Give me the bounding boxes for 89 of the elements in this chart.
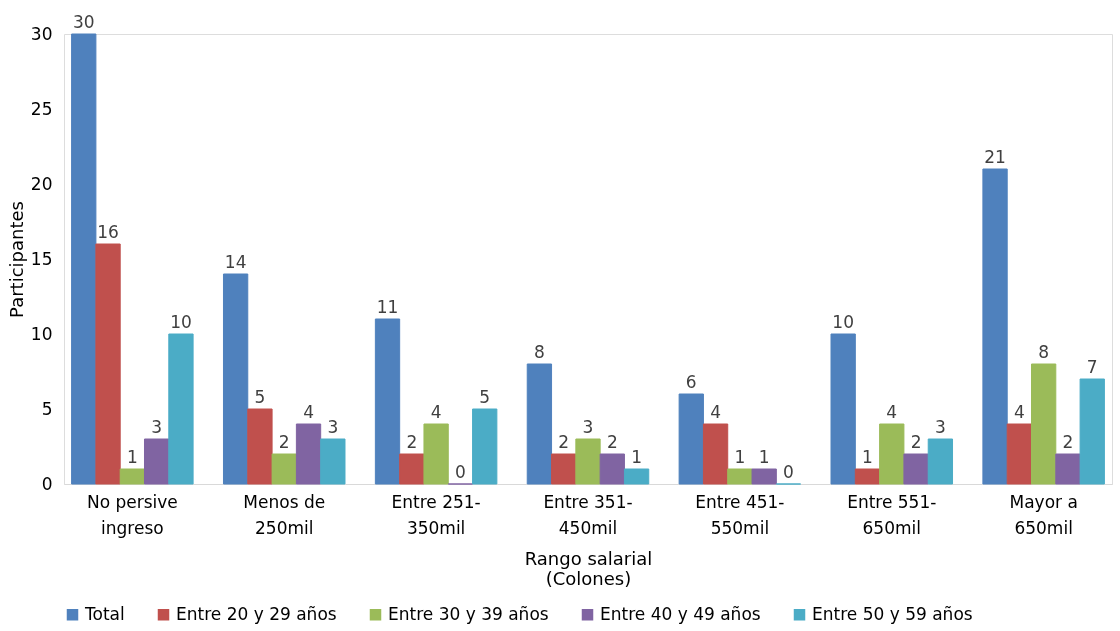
legend-label: Entre 20 y 29 años <box>176 603 337 624</box>
data-label: 1 <box>631 447 643 467</box>
y-tick-label: 20 <box>30 173 53 194</box>
bar <box>71 33 97 485</box>
data-label: 2 <box>1062 432 1074 452</box>
bar <box>1031 363 1057 485</box>
data-label: 21 <box>984 147 1006 167</box>
y-axis-title: Participantes <box>5 201 27 318</box>
bar <box>678 393 704 485</box>
bar <box>702 423 729 485</box>
bar <box>222 273 249 485</box>
data-label: 16 <box>97 222 119 242</box>
data-label: 8 <box>533 342 545 362</box>
x-tick-label: Menos de 250mil <box>243 491 326 538</box>
x-tick-label: Entre 251- 350mil <box>391 491 481 538</box>
x-tick-label: Mayor a 650mil <box>1009 491 1078 538</box>
bar <box>526 363 553 485</box>
data-label: 14 <box>224 252 247 272</box>
data-label: 4 <box>886 402 898 422</box>
bar <box>599 453 625 485</box>
data-label: 1 <box>862 447 873 467</box>
data-label: 1 <box>734 447 746 467</box>
data-label: 30 <box>72 12 95 32</box>
data-label: 4 <box>710 402 721 422</box>
y-tick-label: 0 <box>41 473 53 494</box>
data-label: 10 <box>170 312 192 332</box>
data-label: 11 <box>376 297 399 317</box>
x-tick-label: Entre 351- 450mil <box>543 491 633 538</box>
data-label: 2 <box>910 432 922 452</box>
data-label: 6 <box>685 372 697 392</box>
data-label: 5 <box>254 387 266 407</box>
legend-label: Total <box>84 603 125 624</box>
bar <box>727 468 753 485</box>
data-label: 3 <box>151 417 163 437</box>
x-tick-label: No persive ingreso <box>86 491 178 538</box>
y-tick-label: 15 <box>30 248 53 269</box>
data-label: 10 <box>832 312 854 332</box>
bar <box>472 408 498 485</box>
bar <box>575 438 601 485</box>
bar <box>854 468 881 485</box>
legend-label: Entre 40 y 49 años <box>600 603 761 624</box>
data-label: 7 <box>1086 357 1098 377</box>
data-label: 3 <box>327 417 339 437</box>
bar <box>247 408 273 485</box>
bar <box>374 318 401 485</box>
bar <box>551 453 577 485</box>
data-label: 5 <box>479 387 491 407</box>
data-label: 4 <box>303 402 314 422</box>
bar <box>1006 423 1032 485</box>
bar <box>144 438 170 485</box>
data-label: 4 <box>430 402 442 422</box>
x-tick-label: Entre 551- 650mil <box>847 491 937 538</box>
legend-label: Entre 50 y 59 años <box>812 603 973 624</box>
data-label: 3 <box>934 417 946 437</box>
data-label: 2 <box>406 432 418 452</box>
bar <box>399 453 425 485</box>
data-label: 0 <box>455 462 466 482</box>
x-tick-label: Entre 451- 550mil <box>695 491 785 538</box>
data-label: 2 <box>278 432 290 452</box>
y-tick-label: 25 <box>30 98 53 119</box>
bar <box>119 468 145 485</box>
data-label: 1 <box>126 447 138 467</box>
data-label: 4 <box>1013 402 1025 422</box>
bar <box>623 468 650 485</box>
bar <box>751 468 777 485</box>
data-label: 3 <box>582 417 594 437</box>
y-tick-label: 5 <box>41 398 53 419</box>
legend-label: Entre 30 y 39 años <box>388 603 549 624</box>
bar <box>982 168 1008 485</box>
bar <box>1079 378 1105 485</box>
data-label: 8 <box>1038 342 1050 362</box>
bar <box>1055 453 1081 485</box>
bar <box>271 453 297 485</box>
data-label: 2 <box>606 432 618 452</box>
bar <box>423 423 449 485</box>
x-axis-title: Rango salarial (Colones) <box>524 547 653 589</box>
data-label: 0 <box>783 462 794 482</box>
bar <box>903 453 929 485</box>
bar <box>320 438 346 485</box>
bar <box>168 333 194 485</box>
y-tick-label: 30 <box>30 23 53 44</box>
y-tick-label: 10 <box>30 323 53 344</box>
bar <box>879 423 905 485</box>
bar <box>830 333 856 485</box>
bar <box>927 438 954 485</box>
bar <box>95 243 121 485</box>
data-label: 1 <box>758 447 770 467</box>
data-label: 2 <box>558 432 570 452</box>
bar <box>295 423 322 485</box>
